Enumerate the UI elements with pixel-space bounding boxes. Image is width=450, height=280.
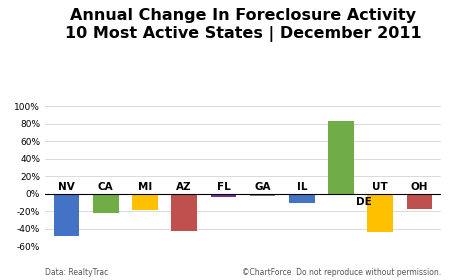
Text: Data: RealtyTrac: Data: RealtyTrac bbox=[45, 268, 108, 277]
Bar bbox=[93, 194, 118, 213]
Text: IL: IL bbox=[297, 182, 307, 192]
Text: GA: GA bbox=[254, 182, 271, 192]
Bar bbox=[368, 194, 393, 232]
Text: DE: DE bbox=[356, 197, 372, 207]
Bar bbox=[132, 194, 157, 210]
Text: MI: MI bbox=[138, 182, 152, 192]
Text: CA: CA bbox=[98, 182, 113, 192]
Text: UT: UT bbox=[372, 182, 388, 192]
Text: OH: OH bbox=[411, 182, 428, 192]
Bar bbox=[328, 121, 354, 194]
Text: NV: NV bbox=[58, 182, 75, 192]
Bar bbox=[171, 194, 197, 231]
Text: Annual Change In Foreclosure Activity
10 Most Active States | December 2011: Annual Change In Foreclosure Activity 10… bbox=[65, 8, 421, 42]
Text: ©ChartForce  Do not reproduce without permission.: ©ChartForce Do not reproduce without per… bbox=[242, 268, 441, 277]
Bar bbox=[54, 194, 79, 236]
Bar bbox=[211, 194, 236, 197]
Bar bbox=[289, 194, 315, 203]
Text: FL: FL bbox=[216, 182, 230, 192]
Bar bbox=[407, 194, 432, 209]
Text: AZ: AZ bbox=[176, 182, 192, 192]
Bar bbox=[250, 194, 275, 196]
